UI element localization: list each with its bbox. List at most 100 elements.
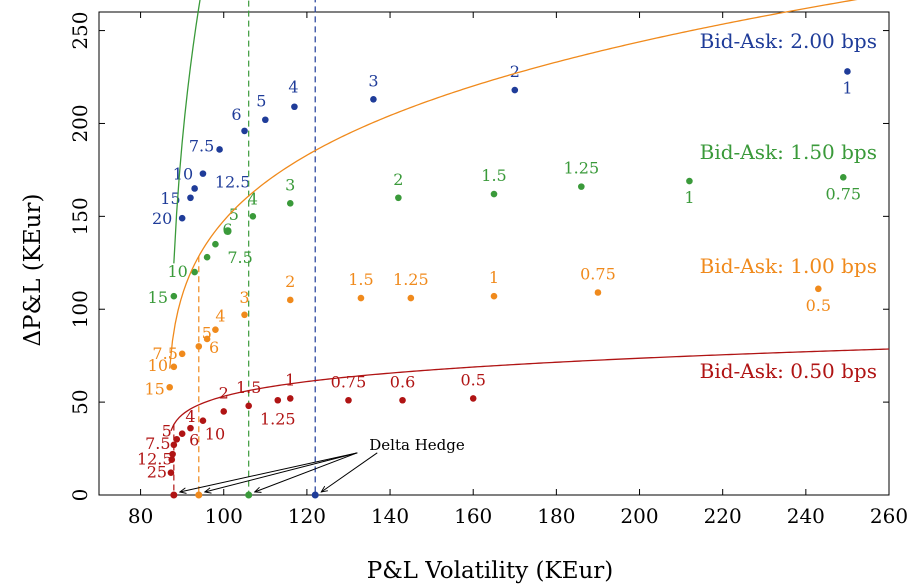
data-label: 1.5 — [481, 166, 506, 185]
data-point — [203, 335, 211, 343]
data-label: 15 — [148, 288, 168, 307]
data-label: 0.75 — [580, 265, 616, 284]
data-label: 15 — [145, 379, 165, 398]
data-label: 5 — [162, 421, 172, 440]
data-label: 1.25 — [393, 270, 429, 289]
delta-hedge-arrow — [255, 452, 358, 492]
data-label: 10 — [173, 165, 193, 184]
data-label: 5 — [256, 92, 266, 111]
series-name-label: Bid-Ask: 1.50 bps — [700, 140, 877, 164]
data-point — [191, 268, 198, 276]
data-label: 12.5 — [215, 172, 251, 191]
data-label: 0.5 — [460, 370, 485, 389]
x-tick-label: 80 — [128, 504, 153, 528]
data-point — [839, 174, 847, 181]
data-label: 0.75 — [331, 372, 367, 391]
data-label: 0.5 — [806, 296, 831, 315]
delta-hedge-annotation: Delta Hedge — [369, 436, 465, 454]
data-label: 4 — [248, 189, 258, 208]
x-tick-label: 160 — [454, 504, 492, 528]
delta-hedge-point-series-3 — [170, 491, 178, 499]
data-point — [178, 430, 186, 437]
delta-hedge-arrow — [321, 452, 378, 492]
y-tick-label: 200 — [68, 104, 92, 142]
data-label: 10 — [148, 356, 168, 375]
data-label: 1 — [842, 78, 852, 97]
y-axis-title: ΔP&L (KEur) — [20, 194, 46, 347]
data-label: 15 — [160, 189, 180, 208]
data-point — [395, 194, 402, 202]
data-point — [187, 424, 194, 432]
data-point — [469, 395, 477, 402]
data-point — [168, 456, 176, 464]
data-point — [370, 96, 377, 103]
series-name-label: Bid-Ask: 1.00 bps — [700, 254, 877, 278]
data-point — [274, 396, 282, 404]
data-label: 2 — [510, 62, 520, 81]
y-tick-label: 0 — [68, 489, 92, 502]
data-point — [241, 311, 248, 319]
x-tick-label: 260 — [870, 504, 908, 528]
data-label: 4 — [288, 78, 298, 97]
data-point — [199, 417, 207, 424]
plot-area: 80 100 120 140 160 180 200 220 240 26005010015020… — [68, 0, 908, 528]
data-point — [357, 294, 365, 302]
data-label: 0.75 — [825, 184, 861, 203]
data-point — [286, 395, 294, 402]
data-point — [170, 363, 178, 371]
data-point — [187, 194, 194, 202]
delta-hedge-arrow — [180, 452, 358, 492]
plot-frame — [98, 11, 890, 496]
data-label: 3 — [368, 71, 378, 90]
data-point — [178, 214, 186, 222]
data-point — [345, 396, 352, 404]
data-point — [166, 383, 173, 391]
data-label: 10 — [167, 262, 187, 281]
data-label: 2 — [219, 383, 229, 402]
x-axis-title: P&L Volatility (KEur) — [367, 558, 614, 584]
data-point — [407, 294, 415, 302]
x-tick-label: 100 — [205, 504, 243, 528]
data-label: 1 — [489, 268, 499, 287]
fit-curve-series-2 — [169, 0, 858, 369]
data-label: 1 — [285, 370, 295, 389]
delta-hedge-point-series-0 — [311, 491, 319, 499]
data-point — [490, 190, 498, 198]
data-point — [578, 183, 585, 190]
data-label: 20 — [152, 209, 172, 228]
data-point — [286, 200, 294, 207]
data-point — [203, 253, 211, 261]
data-point — [815, 285, 822, 293]
data-point — [170, 292, 178, 300]
data-point — [199, 170, 207, 177]
data-label: 10 — [205, 425, 225, 444]
data-point — [167, 469, 175, 477]
data-label: 7.5 — [227, 248, 252, 267]
x-tick-label: 200 — [620, 504, 658, 528]
x-tick-label: 220 — [704, 504, 742, 528]
x-tick-label: 120 — [288, 504, 326, 528]
delta-hedge-arrow — [205, 452, 358, 492]
data-label: 1 — [684, 188, 694, 207]
delta-hedge-point-series-2 — [195, 491, 203, 499]
data-label: 2 — [285, 272, 295, 291]
data-label: 3 — [239, 288, 249, 307]
fit-curve-series-3 — [170, 348, 890, 432]
data-label: 2 — [393, 170, 403, 189]
data-label: 5 — [229, 205, 239, 224]
data-label: 3 — [285, 175, 295, 194]
data-label: 5 — [202, 323, 212, 342]
data-point — [511, 86, 519, 94]
data-label: 7.5 — [152, 344, 177, 363]
data-point — [594, 289, 602, 296]
y-tick-label: 150 — [68, 197, 92, 235]
data-point — [224, 227, 232, 235]
data-point — [173, 435, 181, 443]
y-tick-label: 250 — [68, 11, 92, 49]
data-label: 6 — [209, 338, 219, 357]
data-point — [844, 68, 851, 75]
data-point — [291, 103, 298, 111]
x-tick-label: 140 — [371, 504, 409, 528]
data-point — [178, 350, 186, 358]
y-tick-label: 50 — [68, 389, 92, 414]
